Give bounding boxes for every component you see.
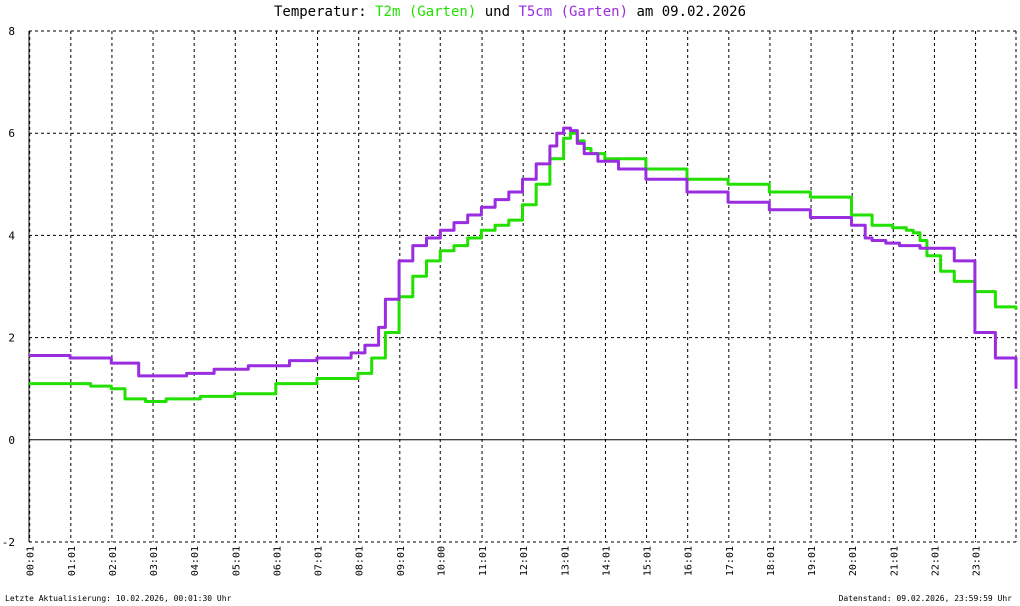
last-update-text: Letzte Aktualisierung: 10.02.2026, 00:01… bbox=[5, 594, 232, 603]
x-tick-label: 12:01 bbox=[519, 546, 530, 576]
axis-layer: -2 0 2 4 6 8 00:01 01:01 02:01 03:01 04:01 05:01 06:… bbox=[2, 25, 1017, 576]
x-tick-label: 19:01 bbox=[807, 546, 818, 576]
series-layer bbox=[29, 126, 1018, 403]
x-tick-label: 14:01 bbox=[601, 546, 612, 576]
x-tick-label: 18:01 bbox=[766, 546, 777, 576]
chart-title: Temperatur: T2m (Garten) und T5cm (Garte… bbox=[0, 4, 1020, 20]
x-tick-label: 10:00 bbox=[436, 546, 447, 576]
series-line-t2m bbox=[29, 131, 1018, 403]
title-suffix: am 09.02.2026 bbox=[628, 4, 747, 20]
y-tick-label: 2 bbox=[8, 332, 15, 345]
x-tick-label: 06:01 bbox=[272, 546, 283, 576]
grid-layer bbox=[29, 30, 1016, 543]
x-tick-label: 23:01 bbox=[972, 546, 983, 576]
x-tick-label: 22:01 bbox=[930, 546, 941, 576]
series-line-t5cm bbox=[29, 126, 1018, 389]
x-tick-label: 05:01 bbox=[231, 546, 242, 576]
y-tick-label: 6 bbox=[8, 127, 15, 140]
x-tick-label: 13:01 bbox=[560, 546, 571, 576]
y-tick-label: -2 bbox=[2, 536, 15, 549]
x-tick-label: 07:01 bbox=[314, 546, 325, 576]
x-tick-label: 02:01 bbox=[108, 546, 119, 576]
x-tick-label: 16:01 bbox=[684, 546, 695, 576]
data-status-text: Datenstand: 09.02.2026, 23:59:59 Uhr bbox=[838, 594, 1012, 603]
x-tick-label: 01:01 bbox=[67, 546, 78, 576]
x-tick-label: 11:01 bbox=[478, 546, 489, 576]
title-series-t5cm: T5cm (Garten) bbox=[518, 4, 629, 20]
x-tick-label: 03:01 bbox=[149, 546, 160, 576]
y-tick-label: 8 bbox=[8, 25, 15, 38]
x-tick-label: 20:01 bbox=[848, 546, 859, 576]
x-tick-label: 04:01 bbox=[190, 546, 201, 576]
x-tick-label: 00:01 bbox=[26, 546, 37, 576]
title-prefix: Temperatur: bbox=[273, 4, 376, 20]
y-tick-label: 4 bbox=[8, 229, 15, 242]
x-tick-label: 15:01 bbox=[643, 546, 654, 576]
x-tick-label: 21:01 bbox=[889, 546, 900, 576]
title-middle: und bbox=[476, 4, 519, 20]
x-tick-label: 17:01 bbox=[725, 546, 736, 576]
y-tick-label: 0 bbox=[8, 434, 15, 447]
x-tick-label: 08:01 bbox=[355, 546, 366, 576]
x-tick-label: 09:01 bbox=[396, 546, 407, 576]
title-series-t2m: T2m (Garten) bbox=[375, 4, 477, 20]
